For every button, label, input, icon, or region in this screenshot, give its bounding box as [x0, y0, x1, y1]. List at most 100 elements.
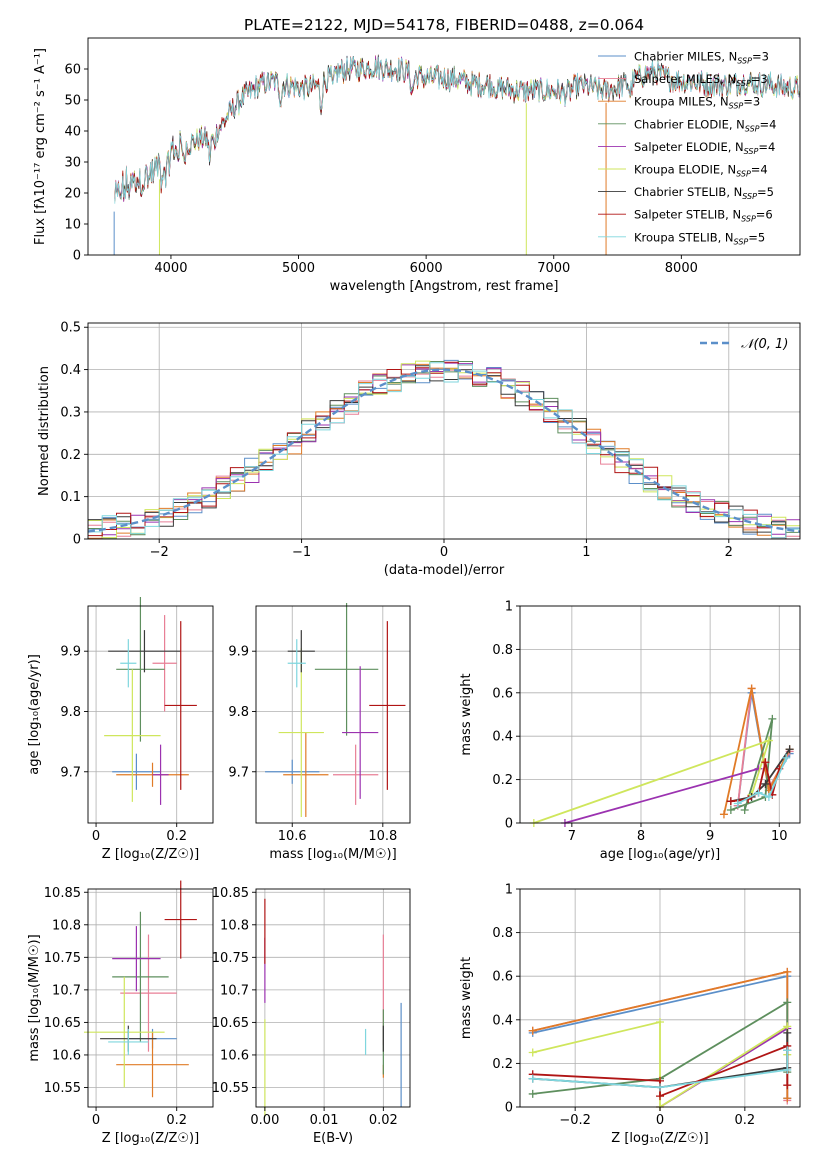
- x-tick-label: 8: [637, 829, 645, 844]
- x-tick-label: 0: [92, 829, 100, 844]
- age-vs-mass-chart: 10.6 10.8 9.7 9.8 9.9 mass [log₁₀(M/M☉)]: [228, 602, 411, 862]
- y-tick-label: 10.7: [52, 983, 81, 998]
- weight-marker: [783, 1028, 792, 1037]
- y-tick-label: 40: [64, 125, 81, 140]
- y-tick-label: 10: [64, 218, 81, 233]
- weight-marker: [528, 1026, 537, 1035]
- y-tick-label: 0.2: [492, 773, 513, 788]
- y-tick-label: 9.7: [228, 765, 249, 780]
- legend-label: Chabrier ELODIE, NSSP=4: [634, 117, 776, 133]
- legend-label: Salpeter STELIB, NSSP=6: [634, 208, 773, 224]
- x-tick-label: 0.00: [250, 1113, 279, 1128]
- histogram-step: [88, 362, 800, 539]
- weight-marker: [783, 1065, 792, 1074]
- y-tick-label: 9.8: [228, 705, 249, 720]
- y-tick-label: 9.7: [60, 765, 81, 780]
- histogram-step: [88, 362, 800, 539]
- y-tick-label: 10.75: [212, 951, 249, 966]
- y-tick-label: 60: [64, 63, 81, 78]
- y-axis-label: mass [log₁₀(M/M☉)]: [27, 934, 42, 1061]
- y-tick-label: 10.85: [44, 886, 81, 901]
- weight-marker: [528, 1074, 537, 1083]
- y-tick-label: 0: [73, 249, 81, 264]
- weight-line: [532, 1050, 789, 1089]
- weight-marker: [528, 1048, 537, 1057]
- y-axis-label: Normed distribution: [37, 366, 52, 496]
- gaussian-curve: [88, 368, 800, 533]
- weight-marker: [528, 1089, 537, 1098]
- weight-marker: [761, 758, 770, 767]
- weight-line: [723, 688, 791, 815]
- y-tick-label: 10.8: [52, 918, 81, 933]
- y-axis-label: Flux [fλ10⁻¹⁷ erg cm⁻² s⁻¹ A⁻¹]: [33, 48, 48, 245]
- y-tick-label: 0: [73, 533, 81, 548]
- x-tick-label: 0.2: [166, 1113, 187, 1128]
- weight-vs-age-chart: 7 8 9 10 0 0.2 0.4 0.6 0.8 1 age [log₁₀(age/yr)] ma…: [459, 600, 801, 862]
- x-axis-label: E(B-V): [313, 1131, 353, 1146]
- y-tick-label: 10.75: [44, 951, 81, 966]
- y-tick-label: 0.4: [492, 1013, 513, 1028]
- y-tick-label: 9.8: [60, 705, 81, 720]
- axes-frame: [87, 888, 214, 1108]
- age-vs-Z-chart: 0 0.2 9.7 9.8 9.9 Z [log₁₀(Z/Z☉)] age [log₁₀(a…: [27, 596, 214, 862]
- weight-marker: [761, 779, 770, 788]
- x-tick-label: 0: [92, 1113, 100, 1128]
- weight-marker: [726, 797, 735, 806]
- axes-frame: [255, 888, 411, 1108]
- mass-vs-Z-chart: 0 0.2 10.55 10.6 10.65 10.7 10.75 10.8 10.85 Z [l…: [27, 880, 214, 1146]
- x-tick-label: 0: [440, 545, 448, 560]
- y-tick-label: 0.4: [492, 730, 513, 745]
- x-tick-label: −0.2: [559, 1113, 591, 1128]
- x-axis-label: Z [log₁₀(Z/Z☉)]: [102, 847, 199, 862]
- y-tick-label: 10.6: [220, 1048, 249, 1063]
- axes-frame: [519, 605, 801, 824]
- spectrum-chart: PLATE=2122, MJD=54178, FIBERID=0488, z=0…: [33, 16, 801, 294]
- mass-vs-ebv-chart: 0.00 0.01 0.02 10.55 10.6 10.65 10.7 10.75 10.8 1…: [212, 886, 411, 1146]
- x-axis-label: wavelength [Angstrom, rest frame]: [330, 279, 559, 294]
- x-axis-label: Z [log₁₀(Z/Z☉)]: [611, 1131, 708, 1146]
- weight-line: [737, 757, 788, 805]
- weight-marker: [785, 745, 794, 754]
- y-tick-label: 10.85: [212, 886, 249, 901]
- chart-title: PLATE=2122, MJD=54178, FIBERID=0488, z=0…: [244, 16, 644, 34]
- x-tick-label: 6000: [410, 261, 443, 276]
- y-tick-label: 0.6: [492, 970, 513, 985]
- y-tick-label: 0.1: [60, 490, 81, 505]
- y-axis-label: age [log₁₀(age/yr)]: [27, 654, 42, 775]
- x-tick-label: 0.2: [166, 829, 187, 844]
- x-tick-label: −2: [150, 545, 169, 560]
- y-tick-label: 30: [64, 156, 81, 171]
- y-tick-label: 1: [505, 600, 513, 615]
- x-axis-label: age [log₁₀(age/yr)]: [600, 847, 721, 862]
- y-tick-label: 0: [505, 1101, 513, 1116]
- y-tick-label: 50: [64, 94, 81, 109]
- weight-marker: [764, 792, 773, 801]
- y-tick-label: 10.6: [52, 1048, 81, 1063]
- y-tick-label: 10.65: [44, 1016, 81, 1031]
- axes-frame: [87, 37, 801, 256]
- y-tick-label: 9.9: [60, 645, 81, 660]
- weight-marker: [726, 805, 735, 814]
- weight-marker: [782, 753, 791, 762]
- y-tick-label: 0: [505, 817, 513, 832]
- axes-frame: [255, 605, 411, 824]
- weight-marker: [747, 684, 756, 693]
- legend-label: Chabrier MILES, NSSP=3: [634, 50, 769, 66]
- weight-line: [730, 718, 774, 811]
- y-tick-label: 10.65: [212, 1016, 249, 1031]
- x-axis-label: (data-model)/error: [384, 563, 505, 578]
- weight-marker: [754, 788, 763, 797]
- weight-marker: [768, 714, 777, 723]
- legend-label: Salpeter MILES, NSSP=3: [634, 72, 768, 88]
- weight-marker: [656, 1092, 664, 1101]
- weight-marker: [656, 1083, 664, 1092]
- x-tick-label: 10: [771, 829, 788, 844]
- y-tick-label: 9.9: [228, 645, 249, 660]
- x-tick-label: 8000: [665, 261, 698, 276]
- y-tick-label: 10.55: [212, 1081, 249, 1096]
- y-tick-label: 10.55: [44, 1081, 81, 1096]
- x-tick-label: 10.8: [368, 829, 397, 844]
- y-tick-label: 0.6: [492, 686, 513, 701]
- y-tick-label: 10.8: [220, 918, 249, 933]
